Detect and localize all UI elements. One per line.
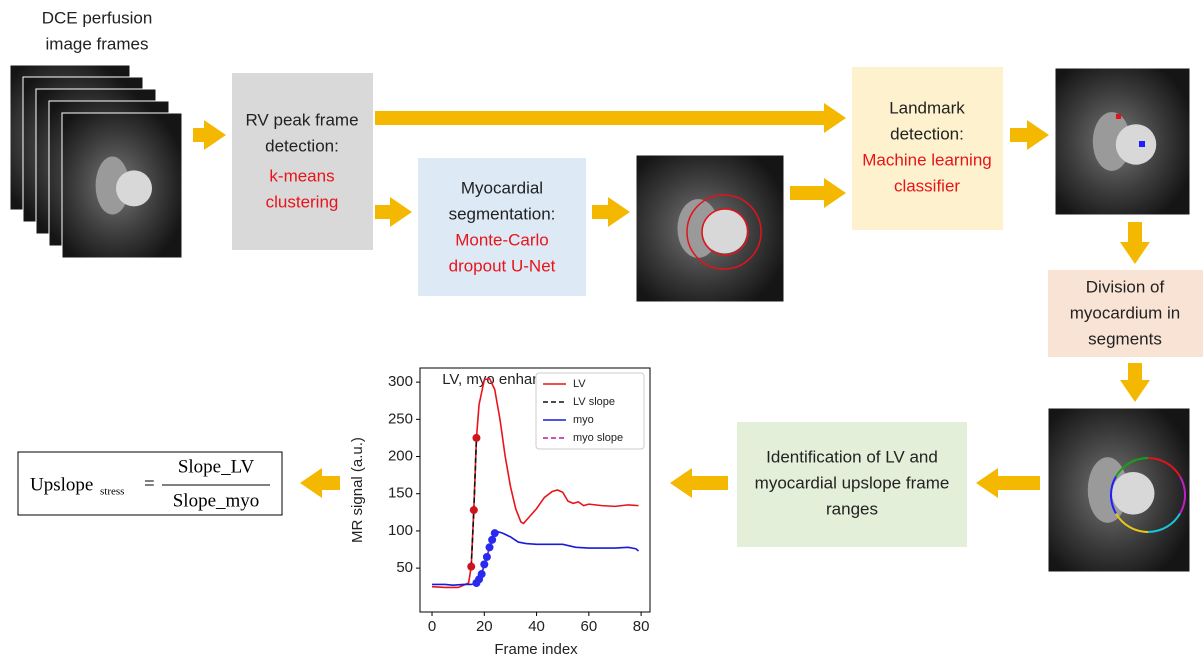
node-method: Machine learning	[862, 150, 991, 169]
data-point	[483, 553, 491, 561]
data-point	[478, 570, 486, 578]
node-title: detection:	[890, 124, 964, 143]
node-title: Division of	[1086, 277, 1165, 296]
node-title: myocardial upslope frame	[755, 473, 950, 492]
data-point	[470, 506, 478, 514]
mri-image	[1055, 68, 1190, 215]
y-tick-label: 200	[388, 447, 413, 464]
legend-label: myo	[573, 414, 594, 426]
node-title: Identification of LV and	[766, 447, 938, 466]
arrow	[790, 178, 846, 208]
arrow	[976, 468, 1040, 498]
x-axis-label: Frame index	[494, 641, 578, 658]
node-box	[232, 73, 373, 250]
node-title: detection:	[265, 136, 339, 155]
arrow	[1120, 222, 1150, 264]
image-structure	[1112, 472, 1155, 515]
data-point	[472, 434, 480, 442]
landmark	[1139, 141, 1145, 147]
x-tick-label: 60	[580, 618, 597, 635]
node-title: Landmark	[889, 98, 965, 117]
mri-image	[1048, 408, 1190, 572]
arrow	[300, 468, 340, 498]
node-method: k-means	[269, 166, 334, 185]
arrow	[375, 103, 846, 133]
formula-subscript: stress	[100, 486, 124, 498]
mri-image	[636, 155, 784, 302]
landmark	[1116, 114, 1121, 119]
arrow	[670, 468, 728, 498]
x-tick-label: 40	[528, 618, 545, 635]
y-tick-label: 150	[388, 485, 413, 502]
series-line	[432, 532, 638, 586]
arrow	[1010, 120, 1049, 150]
formula-denominator: Slope_myo	[173, 490, 260, 511]
node-method: classifier	[894, 176, 960, 195]
formula-equals: =	[144, 473, 155, 494]
arrow	[592, 197, 630, 227]
legend-label: LV slope	[573, 396, 615, 408]
node-box	[852, 67, 1003, 230]
node-method: clustering	[266, 192, 339, 211]
image-structure	[1116, 124, 1157, 165]
node-title: segmentation:	[449, 204, 556, 223]
y-tick-label: 300	[388, 373, 413, 390]
arrow	[1120, 363, 1150, 402]
node-title: Myocardial	[461, 178, 543, 197]
diagram: DCE perfusion image frames RV peak frame…	[0, 0, 1203, 660]
mri-image	[62, 113, 182, 258]
input-label: image frames	[46, 34, 149, 53]
y-tick-label: 250	[388, 410, 413, 427]
formula-lhs: Upslope	[30, 474, 93, 495]
x-tick-label: 20	[476, 618, 493, 635]
legend-label: myo slope	[573, 432, 623, 444]
y-tick-label: 50	[396, 559, 413, 576]
node-method: dropout U-Net	[449, 256, 556, 275]
x-tick-label: 80	[633, 618, 650, 635]
node-title: ranges	[826, 499, 878, 518]
node-title: RV peak frame	[245, 110, 358, 129]
data-point	[491, 529, 499, 537]
node-title: myocardium in	[1070, 303, 1181, 322]
arrow	[375, 197, 412, 227]
legend-label: LV	[573, 378, 586, 390]
y-tick-label: 100	[388, 522, 413, 539]
data-point	[480, 560, 488, 568]
node-method: Monte-Carlo	[455, 230, 549, 249]
node-title: segments	[1088, 329, 1162, 348]
input-label: DCE perfusion	[42, 8, 153, 27]
x-tick-label: 0	[428, 618, 436, 635]
data-point	[467, 563, 475, 571]
y-axis-label: MR signal (a.u.)	[349, 437, 366, 543]
formula-numerator: Slope_LV	[178, 456, 255, 477]
data-point	[486, 543, 494, 551]
arrow	[193, 120, 226, 150]
image-structure	[116, 170, 152, 206]
